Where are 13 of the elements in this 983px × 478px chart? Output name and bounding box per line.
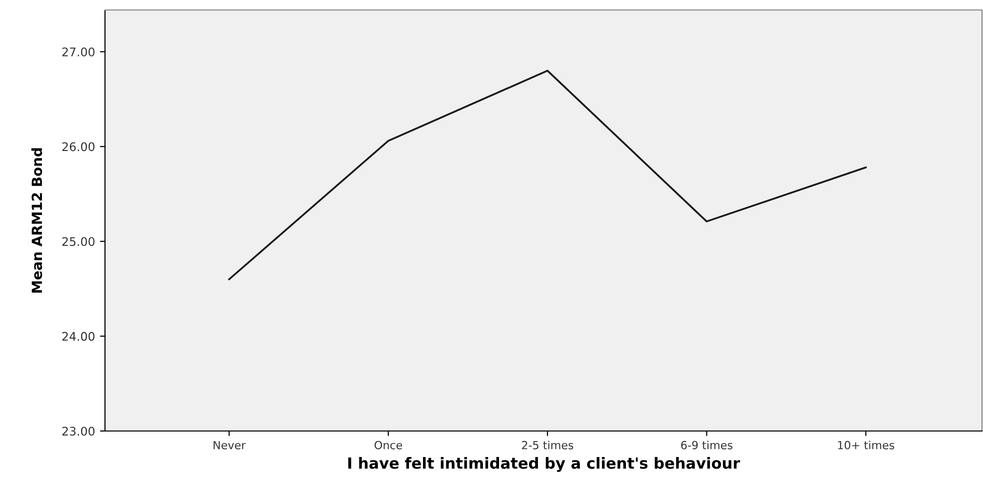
y-tick-label: 27.00 — [62, 47, 94, 56]
y-tick-label: 23.00 — [62, 426, 94, 436]
x-tick-label: 6-9 times — [681, 440, 732, 450]
y-tick-label: 26.00 — [62, 142, 94, 152]
x-tick-label: Never — [214, 441, 246, 450]
x-axis-title: I have felt intimidated by a client's behaviour — [348, 457, 740, 472]
x-tick-label: 10+ times — [838, 440, 894, 450]
y-tick-label: 25.00 — [62, 237, 94, 246]
y-tick-label: 24.00 — [62, 332, 94, 341]
x-tick-label: Once — [374, 440, 402, 450]
y-axis-title: Mean ARM12 Bond — [31, 148, 42, 293]
x-tick-label: 2-5 times — [522, 440, 574, 450]
line-series — [228, 70, 867, 280]
